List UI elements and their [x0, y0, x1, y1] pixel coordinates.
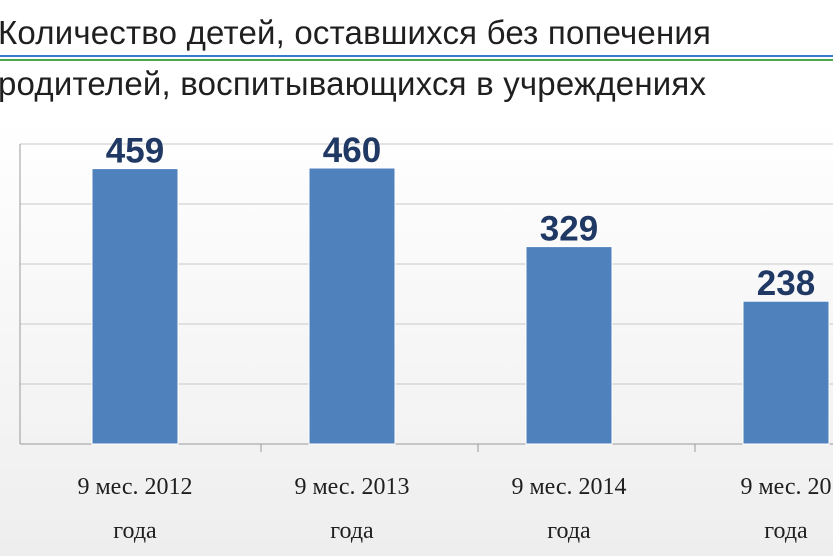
data-label: 238 — [757, 264, 815, 303]
x-tick-label: года — [764, 518, 808, 544]
bar-chart: 459 9 мес. 2012 года 460 9 мес. 2013 года 329 9… — [19, 131, 833, 544]
bar — [91, 168, 179, 445]
x-tick-label: года — [330, 518, 374, 544]
bar — [308, 167, 396, 445]
chart-area: 459 9 мес. 2012 года 460 9 мес. 2013 года 329 9… — [0, 118, 833, 556]
title-divider — [0, 55, 833, 61]
x-tick-label: года — [113, 518, 157, 544]
x-tick-label: года — [547, 518, 591, 544]
data-label: 460 — [323, 131, 381, 170]
data-label: 459 — [106, 132, 164, 171]
data-label: 329 — [540, 210, 598, 249]
chart-title-line-2: родителей, воспитывающихся в учреждениях — [0, 65, 707, 102]
x-tick-label: 9 мес. 20 — [740, 474, 831, 500]
bar — [525, 246, 613, 445]
chart-title-line-1: Количество детей, оставшихся без попечен… — [0, 14, 712, 51]
x-tick-label: 9 мес. 2014 — [511, 474, 626, 500]
x-tick-label: 9 мес. 2013 — [294, 474, 409, 500]
x-tick-label: 9 мес. 2012 — [77, 474, 192, 500]
bar — [742, 300, 830, 445]
